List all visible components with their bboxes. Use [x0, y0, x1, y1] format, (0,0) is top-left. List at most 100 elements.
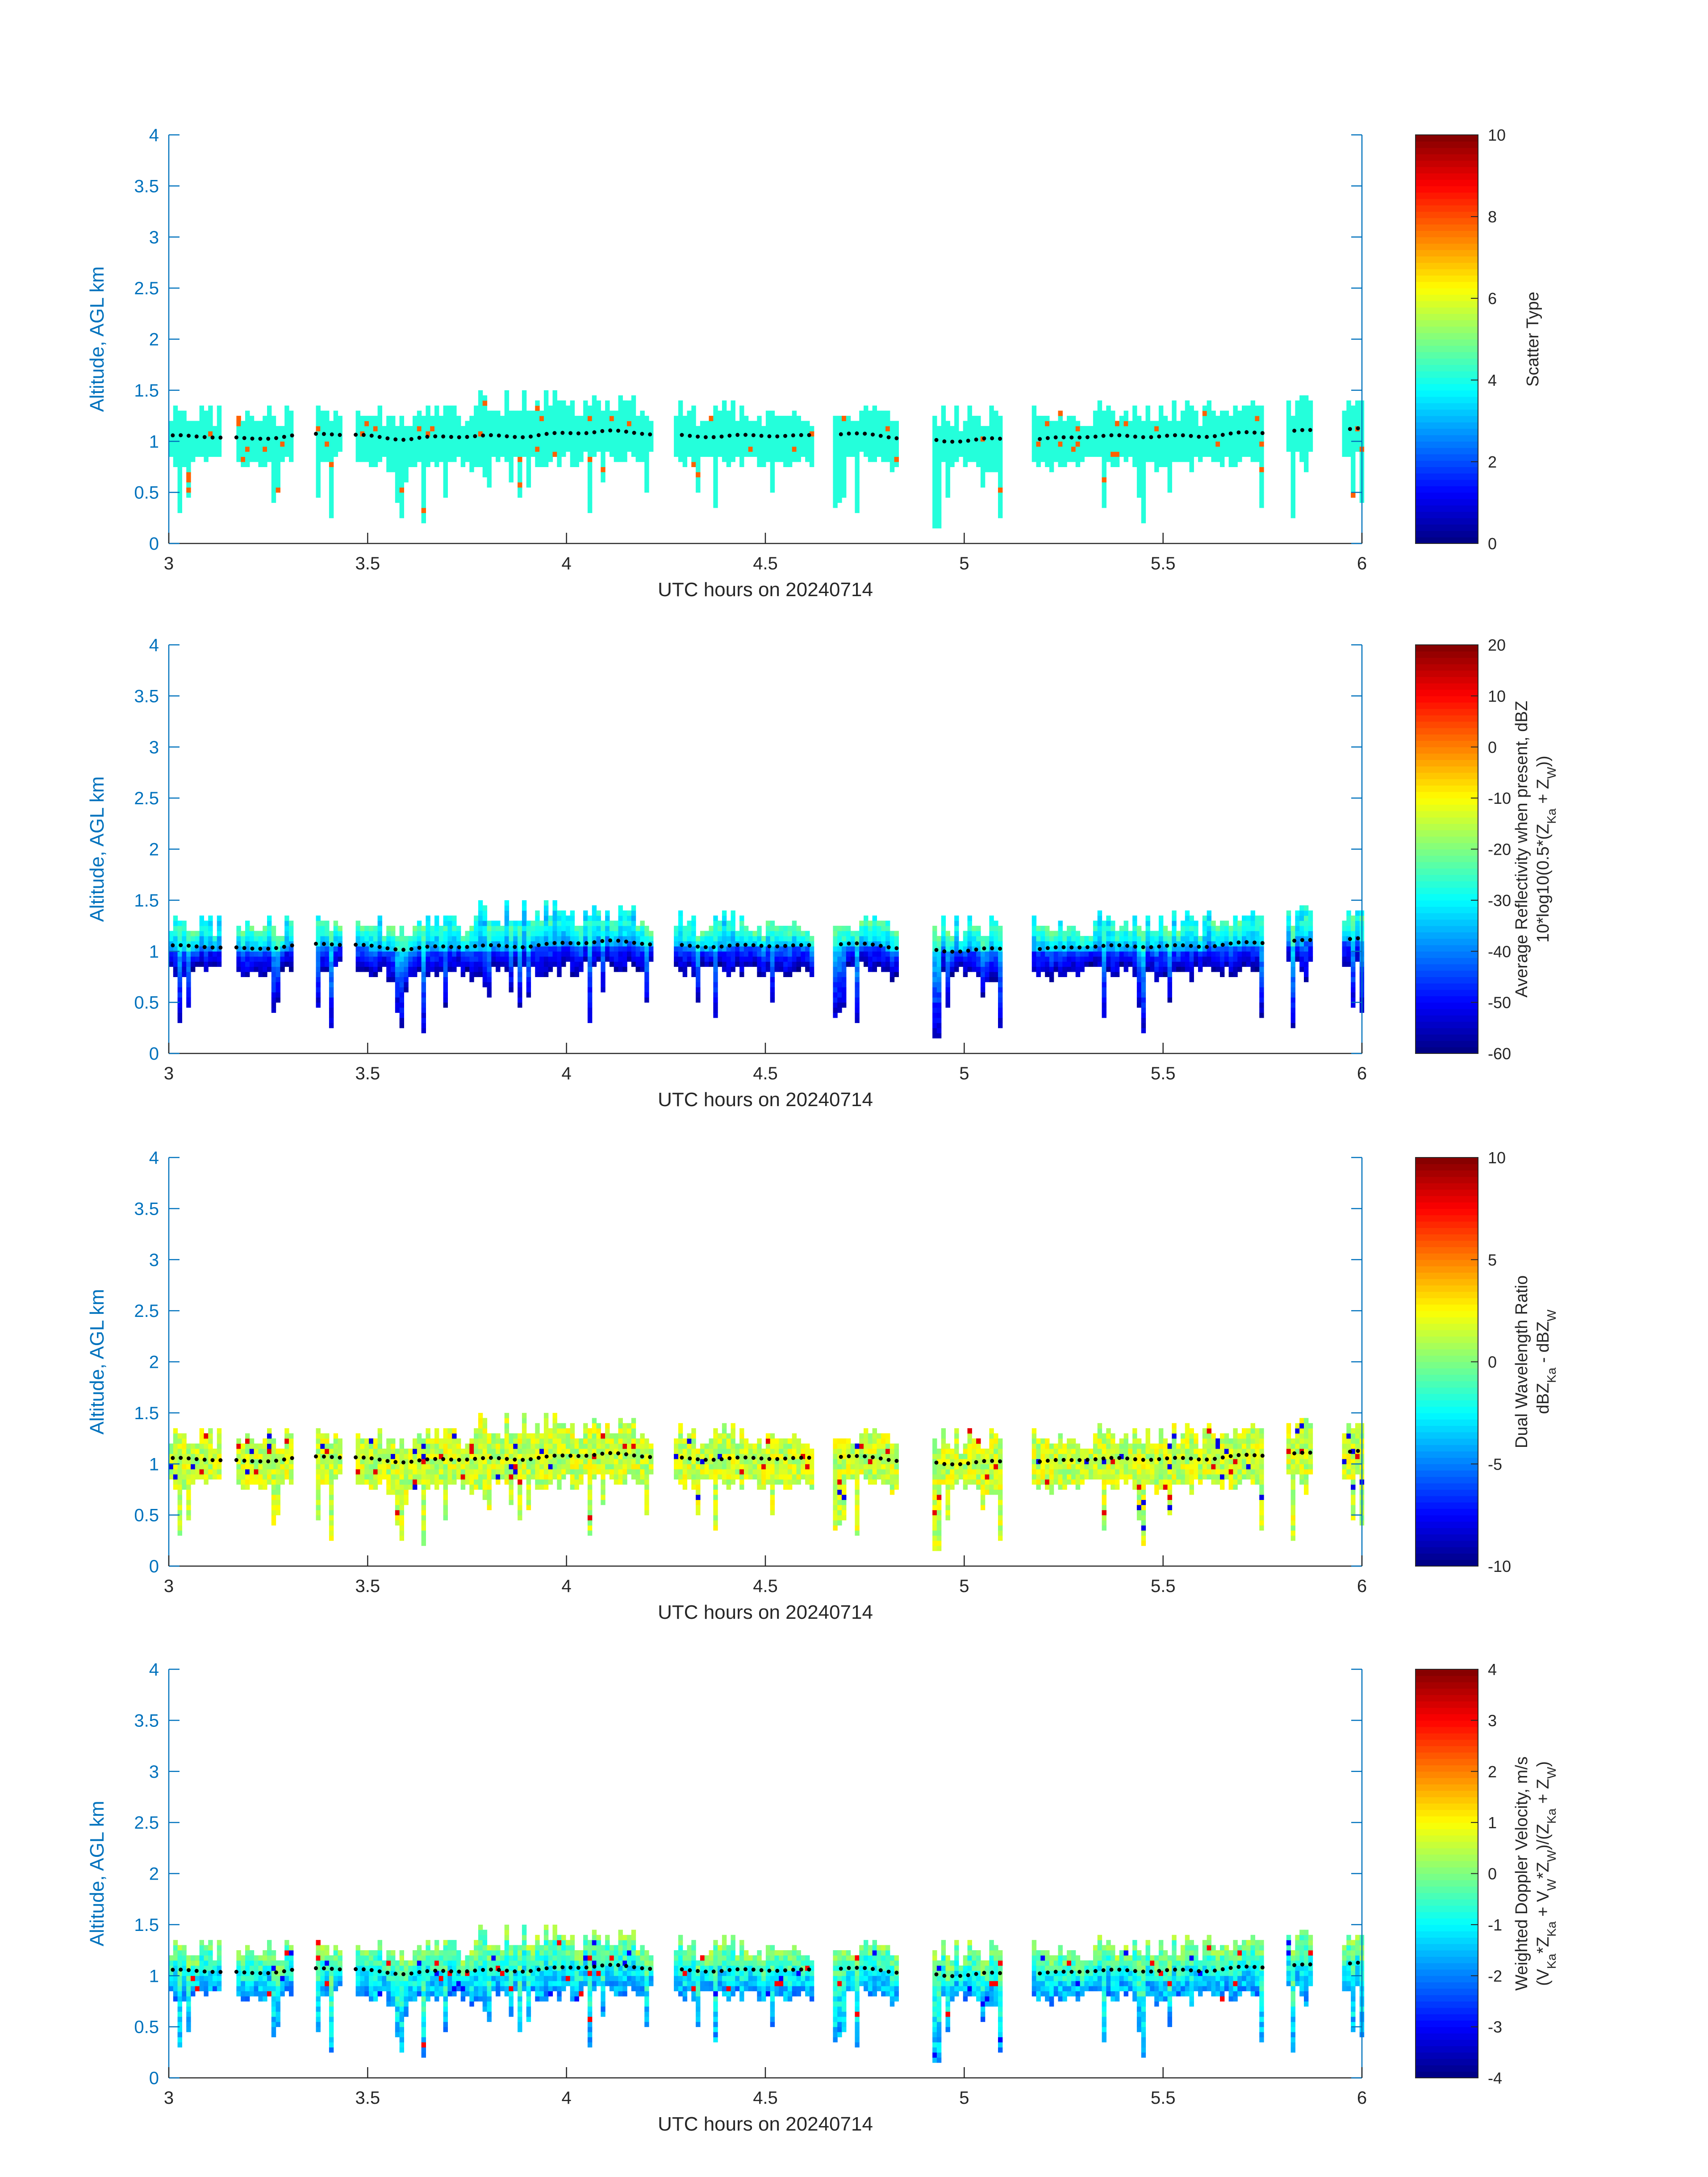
heatmap-cell	[360, 456, 365, 462]
heatmap-cell	[1198, 446, 1203, 452]
heatmap-cell	[284, 421, 289, 426]
heatmap-cell	[687, 436, 692, 442]
heatmap-cell	[474, 426, 479, 431]
heatmap-cell	[474, 915, 479, 921]
heatmap-cell	[833, 421, 838, 426]
heatmap-cell	[985, 951, 990, 957]
heatmap-cell	[316, 467, 321, 472]
heatmap-cell	[430, 416, 435, 422]
heatmap-cell	[587, 405, 593, 411]
heatmap-cell	[1119, 421, 1124, 426]
heatmap-cell	[557, 436, 562, 442]
heatmap-cell	[587, 462, 593, 467]
heatmap-cell	[487, 941, 492, 947]
heatmap-cell	[583, 436, 588, 442]
heatmap-cell	[796, 936, 801, 941]
heatmap-cell	[1132, 941, 1137, 947]
heatmap-cell	[570, 421, 575, 426]
heatmap-cell	[496, 936, 501, 941]
heatmap-cell	[1150, 431, 1155, 437]
heatmap-cell	[1141, 966, 1146, 972]
heatmap-cell	[438, 426, 444, 431]
heatmap-cell	[627, 946, 632, 952]
heatmap-cell	[1067, 441, 1072, 447]
heatmap-cell	[779, 426, 784, 431]
colorbar-tick-label: 6	[1488, 289, 1497, 308]
heatmap-cell	[739, 926, 744, 932]
heatmap-cell	[177, 987, 182, 993]
heatmap-cell	[408, 426, 413, 431]
heatmap-cell	[587, 487, 593, 493]
heatmap-cell	[1141, 951, 1146, 957]
heatmap-cell	[779, 926, 784, 932]
heatmap-cell	[487, 477, 492, 483]
heatmap-cell	[1351, 410, 1356, 416]
heatmap-cell	[761, 941, 766, 947]
heatmap-cell	[169, 946, 174, 952]
heatmap-cell	[169, 451, 174, 457]
heatmap-cell	[743, 421, 749, 426]
heatmap-cell	[522, 446, 527, 452]
heatmap-cell	[1049, 977, 1054, 982]
heatmap-cell	[482, 405, 488, 411]
heatmap-cell	[570, 400, 575, 406]
heatmap-cell	[770, 920, 775, 926]
heatmap-cell	[1115, 451, 1120, 457]
heatmap-cell	[316, 946, 321, 952]
heatmap-cell	[1242, 405, 1247, 411]
heatmap-cell	[460, 462, 466, 467]
heatmap-cell	[177, 997, 182, 1003]
heatmap-cell	[1215, 961, 1220, 967]
heatmap-cell	[522, 431, 527, 437]
heatmap-cell	[1058, 926, 1063, 932]
heatmap-cell	[1089, 946, 1094, 952]
heatmap-cell	[994, 446, 998, 452]
heatmap-cell	[1071, 446, 1076, 452]
heatmap-cell	[1176, 431, 1181, 437]
heatmap-cell	[601, 987, 606, 993]
heatmap-cell	[487, 992, 492, 998]
heatmap-cell	[894, 961, 899, 967]
heatmap-cell	[1053, 966, 1059, 972]
heatmap-cell	[404, 966, 409, 972]
heatmap-cell	[855, 987, 860, 993]
heatmap-cell	[373, 926, 378, 932]
heatmap-cell	[994, 951, 998, 957]
heatmap-cell	[855, 462, 860, 467]
heatmap-cell	[1189, 936, 1194, 941]
heatmap-cell	[320, 421, 325, 426]
heatmap-cell	[846, 926, 851, 932]
heatmap-cell	[704, 436, 710, 442]
heatmap-cell	[509, 451, 514, 457]
heatmap-cell	[932, 523, 937, 529]
heatmap-cell	[718, 436, 722, 442]
heatmap-cell	[263, 931, 267, 936]
cloud-base-marker	[457, 435, 461, 439]
heatmap-cell	[850, 431, 855, 437]
heatmap-cell	[271, 467, 276, 472]
heatmap-cell	[743, 451, 749, 457]
heatmap-cell	[491, 936, 496, 941]
heatmap-cell	[998, 421, 1003, 426]
heatmap-cell	[254, 941, 259, 947]
heatmap-cell	[945, 987, 950, 993]
heatmap-cell	[1189, 451, 1194, 457]
heatmap-cell	[1246, 405, 1251, 411]
heatmap-cell	[500, 931, 505, 936]
heatmap-cell	[796, 431, 801, 437]
heatmap-cell	[386, 951, 391, 957]
heatmap-cell	[518, 951, 522, 957]
heatmap-cell	[1132, 915, 1137, 921]
heatmap-cell	[177, 1017, 182, 1023]
heatmap-cell	[1167, 992, 1172, 998]
heatmap-cell	[1106, 426, 1111, 431]
heatmap-cell	[809, 946, 814, 952]
heatmap-cell	[443, 441, 448, 447]
heatmap-cell	[1036, 941, 1041, 947]
heatmap-cell	[596, 421, 601, 426]
heatmap-cell	[868, 426, 873, 431]
heatmap-cell	[177, 416, 182, 422]
heatmap-cell	[967, 416, 972, 422]
heatmap-cell	[182, 951, 187, 957]
